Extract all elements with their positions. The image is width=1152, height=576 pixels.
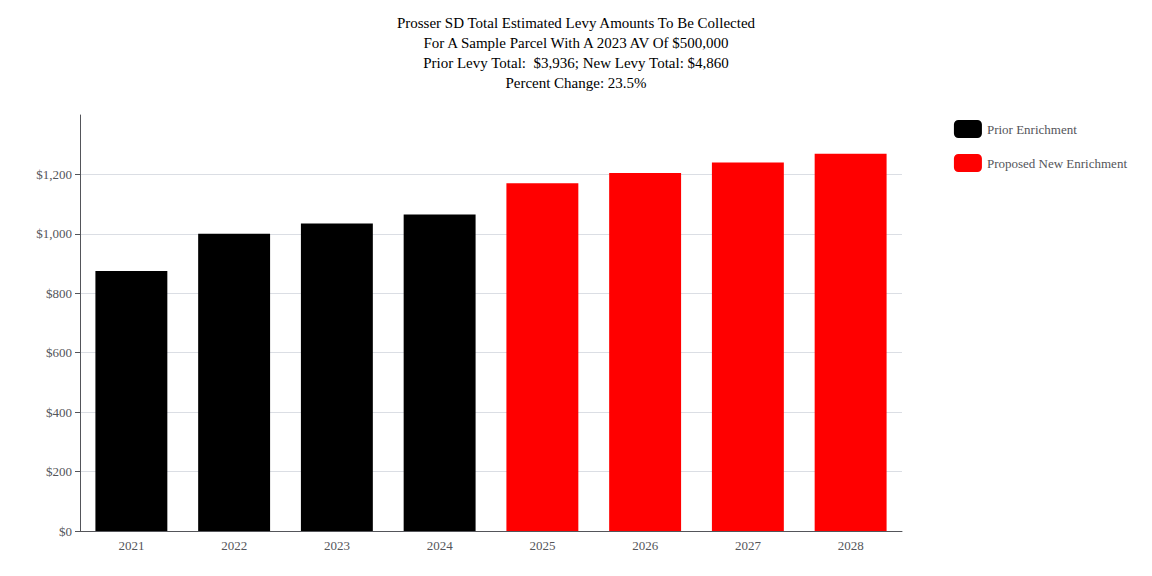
svg-text:2021: 2021 <box>118 538 144 553</box>
svg-text:Proposed New Enrichment: Proposed New Enrichment <box>987 156 1127 171</box>
svg-text:2026: 2026 <box>632 538 659 553</box>
svg-text:For A Sample Parcel With A 202: For A Sample Parcel With A 2023 AV Of $5… <box>423 35 728 51</box>
svg-text:2027: 2027 <box>735 538 762 553</box>
svg-text:Prior Enrichment: Prior Enrichment <box>987 122 1077 137</box>
svg-text:2024: 2024 <box>427 538 454 553</box>
svg-text:Percent Change: 23.5%: Percent Change: 23.5% <box>505 75 646 91</box>
svg-text:2022: 2022 <box>221 538 247 553</box>
svg-text:$1,000: $1,000 <box>36 226 72 241</box>
svg-text:2023: 2023 <box>324 538 350 553</box>
svg-text:2028: 2028 <box>838 538 864 553</box>
svg-text:$1,200: $1,200 <box>36 167 72 182</box>
svg-text:Prosser SD Total Estimated Lev: Prosser SD Total Estimated Levy Amounts … <box>397 15 756 31</box>
svg-text:$200: $200 <box>46 464 72 479</box>
svg-text:$0: $0 <box>59 524 72 539</box>
svg-text:2025: 2025 <box>529 538 555 553</box>
svg-text:$400: $400 <box>46 405 72 420</box>
svg-text:Prior Levy Total: $3,936; New: Prior Levy Total: $3,936; New Levy Total… <box>423 55 729 71</box>
svg-text:$600: $600 <box>46 345 72 360</box>
svg-text:$800: $800 <box>46 286 72 301</box>
